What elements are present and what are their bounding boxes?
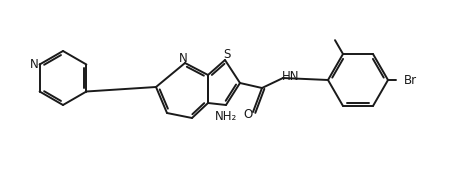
Text: O: O (243, 108, 253, 121)
Text: N: N (30, 58, 39, 71)
Text: N: N (179, 51, 187, 64)
Text: HN: HN (282, 70, 300, 83)
Text: S: S (223, 48, 231, 62)
Text: Br: Br (403, 74, 417, 86)
Text: NH₂: NH₂ (215, 111, 237, 124)
